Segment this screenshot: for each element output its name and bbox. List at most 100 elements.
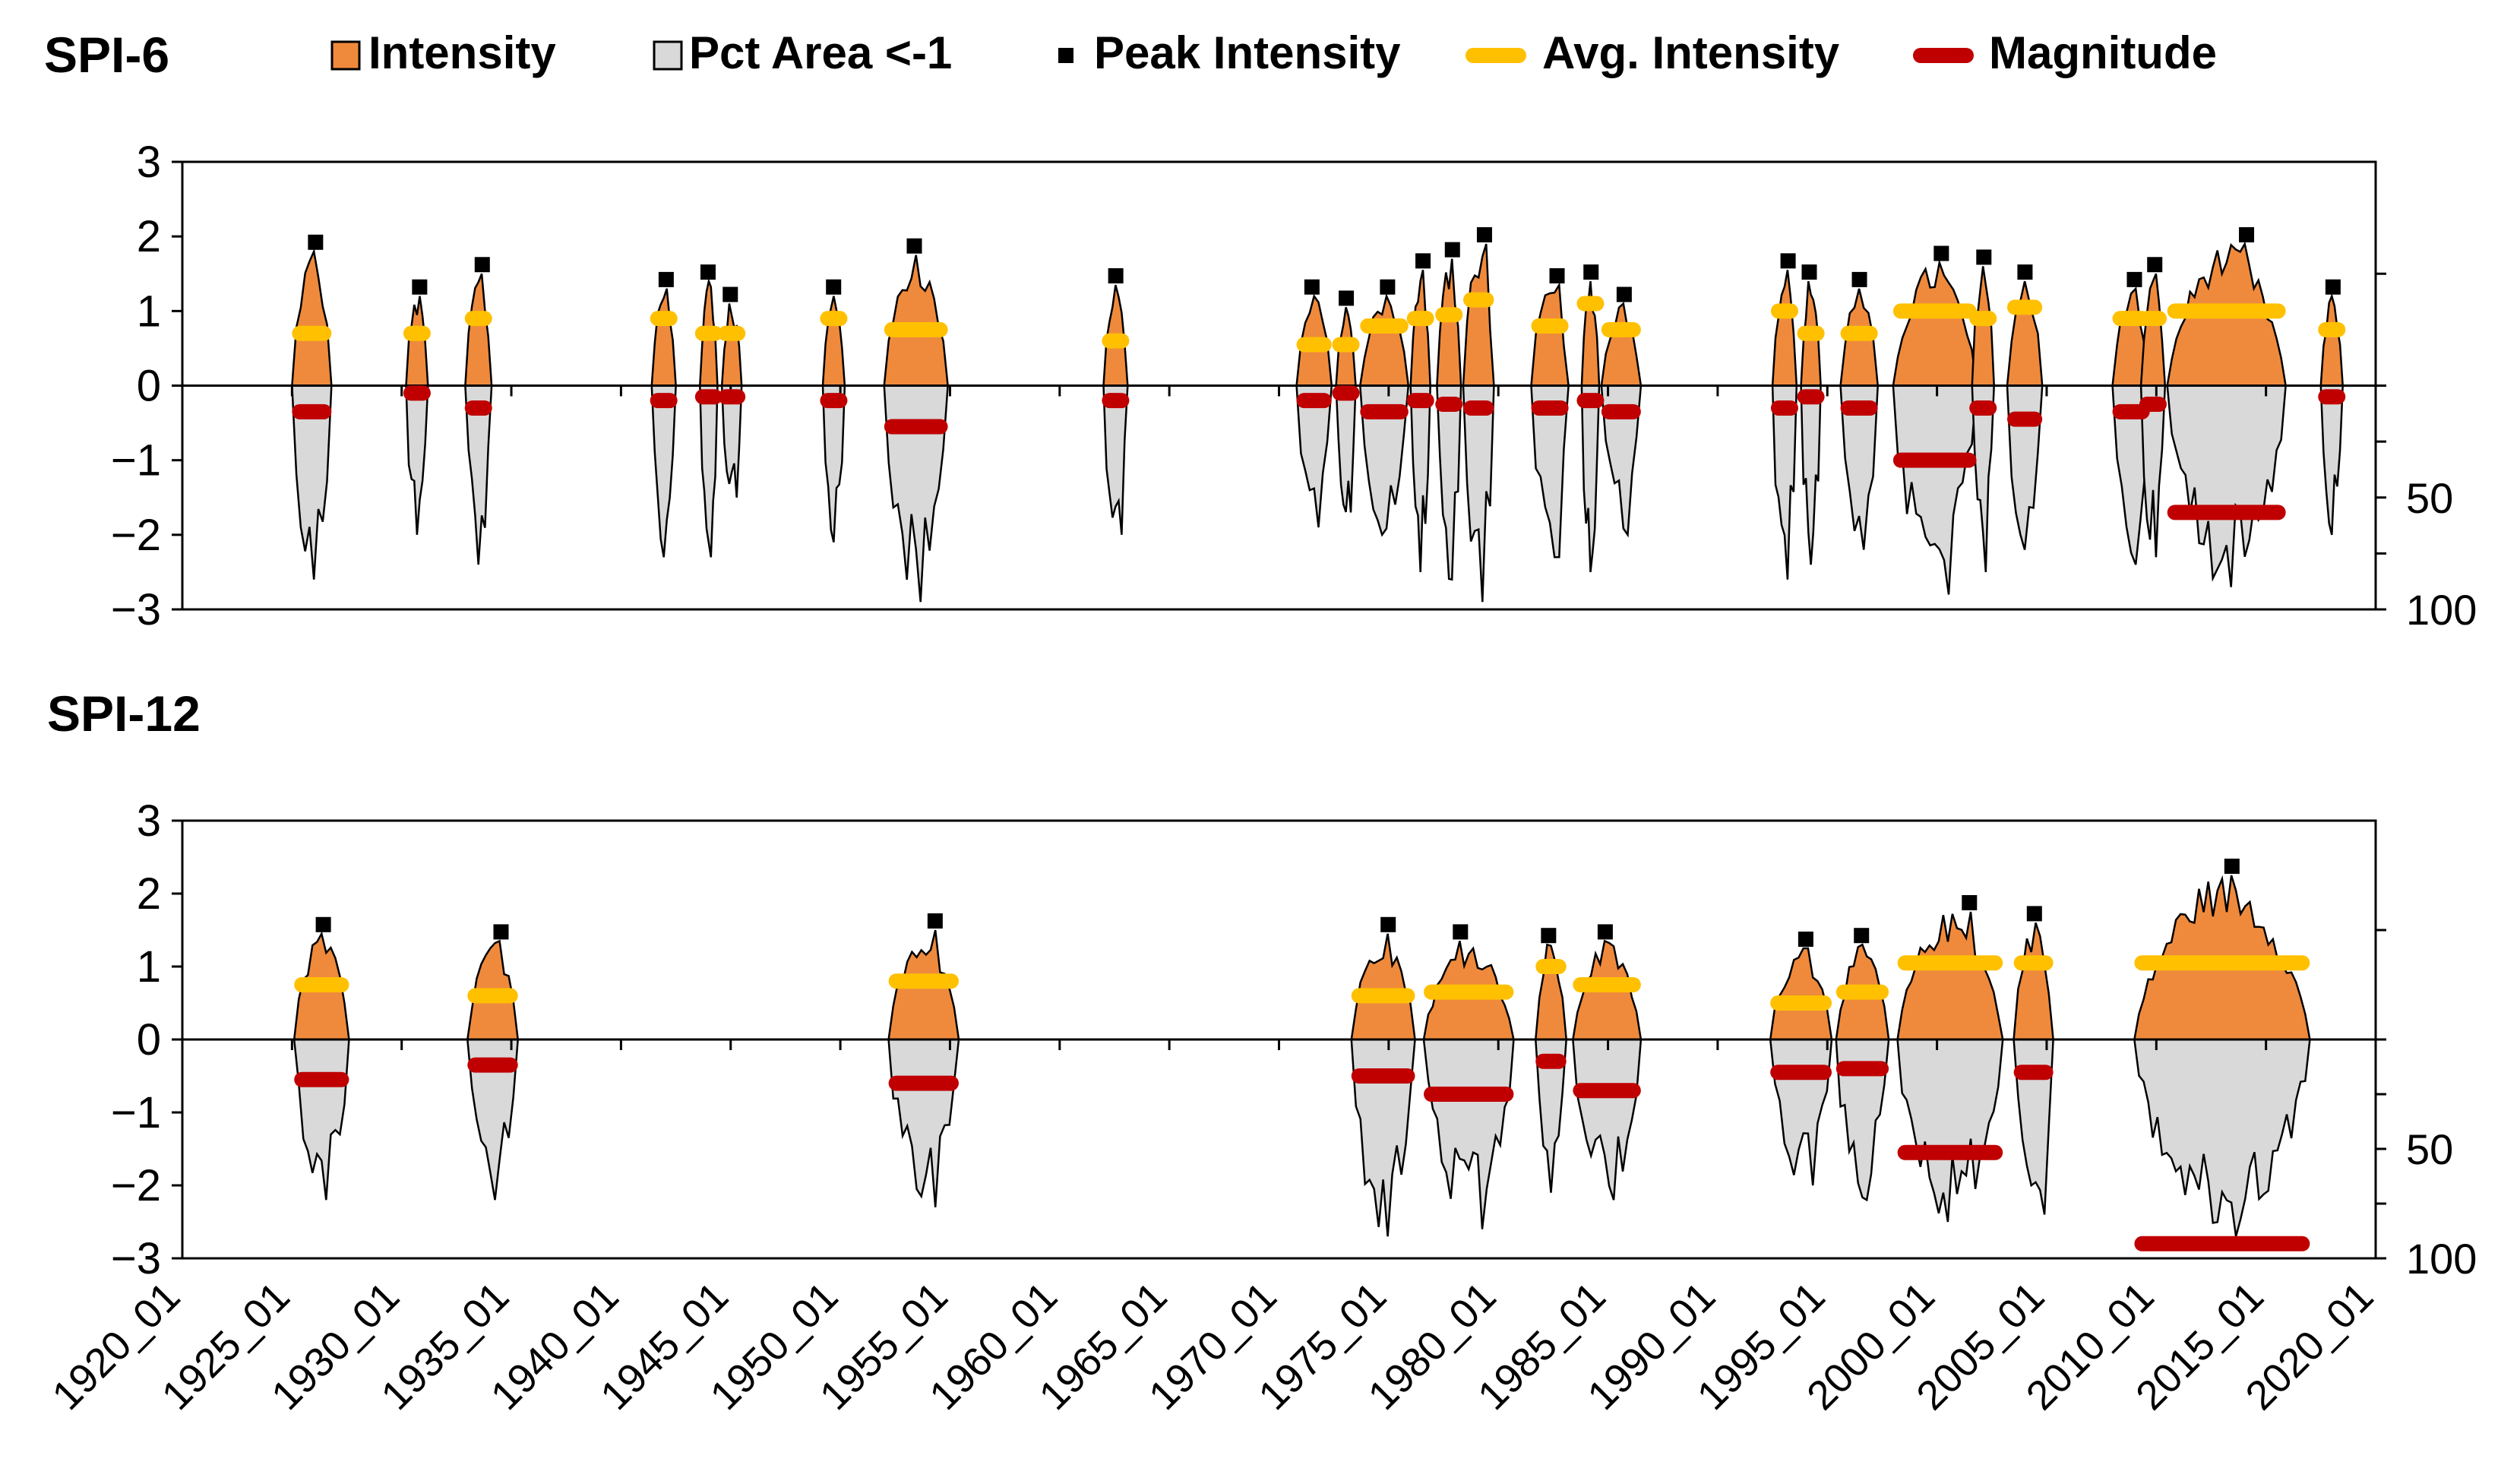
magnitude-bar — [1531, 400, 1569, 416]
pct-area-shape — [1409, 384, 1431, 572]
peak-marker — [1933, 245, 1949, 261]
intensity-shape — [2319, 293, 2345, 387]
pct-area-shape — [1102, 384, 1129, 535]
peak-marker — [1583, 264, 1599, 280]
peak-marker — [493, 924, 509, 940]
avg-intensity-bar — [1351, 988, 1415, 1004]
intensity-shape — [1769, 947, 1833, 1041]
peak-marker — [1851, 271, 1867, 287]
avg-intensity-bar — [1102, 333, 1130, 349]
peak-marker — [927, 913, 943, 929]
y-tick-label: 0 — [137, 362, 161, 411]
magnitude-bar — [1770, 1065, 1832, 1081]
peak-marker — [1854, 928, 1870, 944]
magnitude-bar — [2139, 397, 2167, 413]
intensity-shape — [821, 296, 846, 387]
intensity-shape — [464, 273, 493, 387]
peak-marker — [1304, 279, 1320, 295]
pct-area-shape — [1295, 384, 1333, 528]
pct-area-shape — [650, 384, 677, 558]
magnitude-bar — [2134, 1236, 2310, 1251]
legend-pct-area-label: Pct Area <-1 — [689, 27, 952, 78]
magnitude-bar — [820, 393, 848, 409]
intensity-shape — [1892, 258, 1978, 387]
pct-area-shape — [1835, 1038, 1890, 1202]
magnitude-bar — [1576, 393, 1605, 409]
pct-area-shape — [405, 384, 429, 535]
peak-marker — [1380, 279, 1396, 295]
y2-tick-label: 50 — [2406, 1125, 2453, 1173]
spi12-panel: SPI-12 3 2 1 0 −1 −2 −3 50 100 — [47, 685, 2477, 1283]
spi6-panel: SPI-6 3 2 1 0 −1 −2 −3 50 100 — [44, 27, 2477, 634]
magnitude-bar — [1770, 400, 1798, 416]
pct-area-shape — [2133, 1038, 2311, 1237]
avg-intensity-bar — [1770, 995, 1832, 1011]
spi12-pct-area-layer — [292, 1038, 2311, 1237]
pct-area-shape — [1896, 1038, 2004, 1223]
pct-area-shape — [291, 384, 333, 580]
spi12-title: SPI-12 — [47, 685, 201, 742]
magnitude-bar — [467, 1057, 518, 1073]
avg-intensity-bar — [2167, 303, 2286, 319]
x-tick-labels: 1920_011925_011930_011935_011940_011945_… — [43, 1274, 2382, 1419]
magnitude-bar — [403, 385, 431, 401]
peak-marker — [308, 234, 324, 250]
pct-area-shape — [883, 384, 949, 603]
magnitude-bar — [294, 1071, 349, 1087]
pct-area-shape — [1436, 384, 1462, 581]
legend-avg-label: Avg. Intensity — [1542, 27, 1840, 78]
avg-intensity-bar — [1840, 325, 1878, 341]
magnitude-bar — [2006, 411, 2043, 427]
spi6-marks-layer — [292, 226, 2346, 521]
pct-area-shape — [1462, 384, 1495, 603]
legend-peak-label: Peak Intensity — [1094, 27, 1401, 78]
avg-intensity-bar — [1332, 337, 1360, 353]
peak-marker — [1616, 286, 1632, 302]
y-tick-label: −3 — [111, 1234, 161, 1283]
peak-marker — [2325, 279, 2341, 295]
peak-marker — [1798, 932, 1813, 947]
avg-intensity-bar — [1535, 959, 1567, 974]
magnitude-bar — [1360, 403, 1409, 419]
pct-area-shape — [821, 384, 846, 543]
avg-intensity-bar — [1797, 325, 1825, 341]
pct-area-shape — [1771, 384, 1798, 580]
avg-intensity-bar — [2006, 299, 2043, 315]
peak-marker — [1108, 267, 1124, 283]
pct-area-shape — [292, 1038, 350, 1201]
peak-marker — [1415, 253, 1431, 269]
y-tick-label: −1 — [111, 1088, 161, 1138]
intensity-shape — [1462, 243, 1495, 387]
avg-intensity-bar — [1770, 303, 1798, 319]
pct-area-shape — [1335, 384, 1357, 513]
magnitude-bar — [650, 393, 678, 409]
intensity-shape — [2006, 280, 2044, 387]
magnitude-bar — [884, 419, 948, 435]
pct-area-shape — [1971, 384, 1996, 572]
magnitude-bar — [1835, 1061, 1889, 1077]
peak-marker — [412, 279, 428, 295]
intensity-shape — [1409, 270, 1432, 387]
pct-area-shape — [1800, 384, 1822, 565]
magnitude-bar — [464, 400, 492, 416]
y-tick-label: −2 — [111, 1161, 161, 1210]
avg-intensity-bar — [1531, 318, 1569, 334]
magnitude-bar — [1351, 1068, 1415, 1084]
intensity-shape — [1358, 293, 1410, 387]
avg-intensity-bar — [1835, 984, 1889, 1000]
pct-area-shape — [1422, 1038, 1515, 1229]
avg-intensity-bar — [1892, 303, 1977, 319]
spi12-zero-layer — [181, 1038, 2377, 1050]
legend-magnitude-swatch — [1913, 48, 1974, 63]
peak-marker — [2239, 226, 2255, 242]
intensity-shape — [1530, 282, 1570, 387]
intensity-shape — [720, 303, 743, 387]
pct-area-shape — [1358, 384, 1410, 537]
magnitude-bar — [1406, 393, 1434, 409]
avg-intensity-bar — [1424, 984, 1514, 1000]
avg-intensity-bar — [718, 325, 746, 341]
avg-intensity-bar — [467, 988, 518, 1004]
y-tick-label: −2 — [111, 511, 161, 560]
magnitude-bar — [1573, 1083, 1641, 1099]
avg-intensity-bar — [888, 973, 959, 989]
